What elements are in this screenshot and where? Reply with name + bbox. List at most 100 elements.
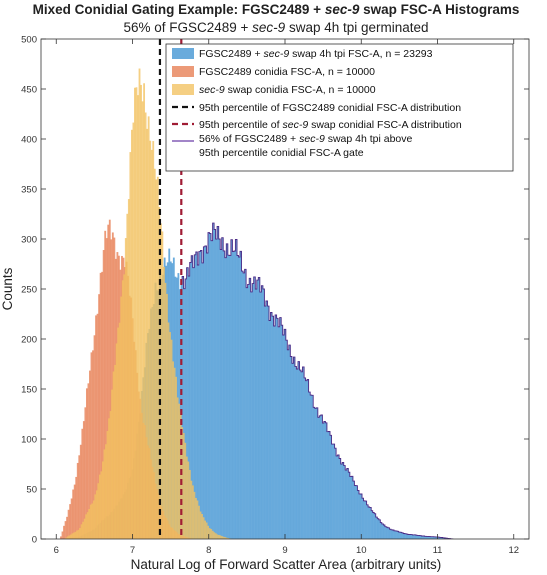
histogram-bar-sec9 <box>161 231 164 539</box>
y-tick-label: 450 <box>21 85 37 96</box>
histogram-bar-swap4h <box>291 363 294 539</box>
histogram-bar-swap4h <box>310 395 312 539</box>
histogram-bar-fgsc <box>66 516 68 539</box>
chart-title: Mixed Conidial Gating Example: FGSC2489 … <box>33 2 520 17</box>
histogram-bar-swap4h <box>307 379 309 539</box>
histogram-bar-sec9 <box>196 500 199 539</box>
histogram-bar-sec9 <box>149 140 152 539</box>
histogram-bar-sec9 <box>82 521 84 539</box>
legend-label-percentile-1: 95th percentile of FGSC2489 conidial FSC… <box>199 102 461 114</box>
histogram-bar-swap4h <box>227 255 230 539</box>
histogram-bar-fgsc <box>90 352 93 539</box>
histogram-bar-swap4h <box>226 243 229 539</box>
histogram-bar-sec9 <box>220 536 223 539</box>
histogram-bar-sec9 <box>71 533 74 539</box>
histogram-bar-sec9 <box>138 68 141 539</box>
histogram-bar-swap4h <box>221 237 224 539</box>
histogram-bar-swap4h <box>383 525 386 539</box>
histogram-bar-swap4h <box>230 239 233 539</box>
histogram-bar-sec9 <box>135 87 138 539</box>
histogram-bar-sec9 <box>123 274 126 539</box>
histogram-bar-swap4h <box>328 431 331 539</box>
y-tick-label: 100 <box>21 435 37 446</box>
y-tick-label: 500 <box>21 35 37 46</box>
histogram-bar-sec9 <box>98 474 101 539</box>
histogram-bar-swap4h <box>416 535 419 539</box>
histogram-bar-swap4h <box>212 223 215 539</box>
histogram-bar-fgsc <box>60 536 62 539</box>
histogram-bar-sec9 <box>74 531 77 539</box>
histogram-bar-fgsc <box>73 484 76 539</box>
histogram-bar-sec9 <box>178 403 181 539</box>
histogram-bar-swap4h <box>334 448 337 539</box>
legend: FGSC2489 + sec-9 swap 4h tpi FSC-A, n = … <box>165 43 514 172</box>
histogram-bar-fgsc <box>67 509 70 539</box>
histogram-bar-swap4h <box>326 431 329 539</box>
histogram-bar-swap4h <box>384 526 387 539</box>
histogram-bar-swap4h <box>203 246 206 539</box>
gated-outline <box>181 222 454 539</box>
histogram-bar-fgsc <box>104 230 107 539</box>
histogram-bar-swap4h <box>305 380 308 539</box>
histogram-bar-sec9 <box>141 101 144 539</box>
histogram-bar-swap4h <box>390 529 393 539</box>
histogram-bar-sec9 <box>114 364 117 539</box>
histogram-bar-fgsc <box>85 388 88 539</box>
histogram-bar-swap4h <box>418 535 421 539</box>
histogram-bar-swap4h <box>264 306 267 539</box>
histogram-bar-swap4h <box>336 455 338 539</box>
y-tick-label: 400 <box>21 135 37 146</box>
histogram-bar-swap4h <box>198 251 201 539</box>
histogram-bar-fgsc <box>101 271 104 539</box>
histogram-bar-swap4h <box>329 435 332 539</box>
histogram-bar-sec9 <box>156 176 159 539</box>
histogram-bar-swap4h <box>195 252 198 539</box>
histogram-bar-swap4h <box>339 458 341 539</box>
histogram-bar-swap4h <box>401 532 404 539</box>
y-tick-label: 50 <box>26 485 37 496</box>
histogram-bar-sec9 <box>94 494 97 539</box>
histogram-bar-sec9 <box>225 537 228 539</box>
histogram-bar-fgsc <box>64 521 67 539</box>
histogram-bar-swap4h <box>441 537 444 539</box>
histogram-bar-swap4h <box>394 530 396 539</box>
histogram-bar-swap4h <box>252 283 255 539</box>
histogram-bar-swap4h <box>296 369 299 539</box>
histogram-bar-sec9 <box>109 411 112 539</box>
histogram-bar-swap4h <box>427 536 430 539</box>
histogram-bar-swap4h <box>215 239 218 539</box>
histogram-bar-sec9 <box>66 536 69 539</box>
histogram-bar-swap4h <box>229 255 232 539</box>
histogram-bar-swap4h <box>363 500 366 539</box>
histogram-bar-swap4h <box>272 316 274 539</box>
histogram-bar-swap4h <box>313 407 316 539</box>
histogram-bar-sec9 <box>140 84 142 539</box>
histogram-bar-sec9 <box>95 490 98 539</box>
histogram-bar-swap4h <box>424 536 427 539</box>
histogram-bar-sec9 <box>201 514 203 539</box>
y-axis-label: Counts <box>0 267 15 310</box>
histogram-bar-fgsc <box>72 489 75 539</box>
histogram-bar-sec9 <box>89 504 92 539</box>
histogram-bar-sec9 <box>224 537 226 539</box>
histogram-bar-swap4h <box>397 531 399 539</box>
y-tick-label: 300 <box>21 235 37 246</box>
x-tick-label: 8 <box>206 545 211 556</box>
histogram-bar-swap4h <box>354 485 357 539</box>
histogram-bar-sec9 <box>193 491 196 539</box>
histogram-bar-sec9 <box>102 461 104 539</box>
histogram-bar-sec9 <box>170 339 173 539</box>
histogram-bar-fgsc <box>79 444 82 539</box>
histogram-bar-sec9 <box>76 530 78 539</box>
histogram-bar-swap4h <box>290 356 293 539</box>
histogram-bar-swap4h <box>398 532 401 539</box>
histogram-bar-swap4h <box>371 510 373 539</box>
histogram-bar-sec9 <box>83 518 86 539</box>
histogram-bar-sec9 <box>91 503 94 539</box>
histogram-bar-swap4h <box>374 513 377 539</box>
histogram-bar-fgsc <box>92 350 94 539</box>
histogram-bar-sec9 <box>68 535 71 539</box>
legend-label-percentile-2: 95th percentile of sec-9 swap conidial F… <box>199 119 462 131</box>
histogram-bar-sec9 <box>73 532 75 539</box>
